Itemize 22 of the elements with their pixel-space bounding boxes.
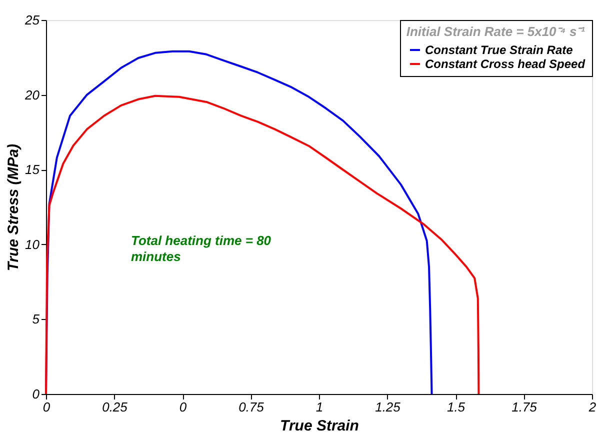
x-tick-label: 2 bbox=[588, 400, 597, 414]
annotation: Total heating time = 80 minutes bbox=[131, 233, 272, 264]
x-tick-label: 1.5 bbox=[446, 400, 466, 414]
x-tick-label: 1 bbox=[316, 400, 324, 414]
y-tick-label: 10 bbox=[25, 236, 40, 252]
y-tick-label: 25 bbox=[24, 12, 40, 28]
legend-title: Initial Strain Rate = 5x10⁻⁴ s⁻¹ bbox=[406, 24, 586, 39]
x-tick-label: 0 bbox=[42, 400, 51, 414]
y-tick-label: 0 bbox=[32, 386, 40, 402]
x-tick-label: 0 bbox=[179, 400, 188, 414]
x-tick-label: 1.75 bbox=[512, 400, 538, 414]
x-tick-label: 0.25 bbox=[102, 400, 128, 414]
y-tick-label: 15 bbox=[25, 162, 40, 178]
y-tick-label: 20 bbox=[24, 87, 40, 102]
x-axis-title: True Strain bbox=[280, 418, 359, 434]
legend-label: Constant Cross head Speed bbox=[425, 57, 586, 71]
y-tick-label: 5 bbox=[32, 312, 40, 327]
x-tick-label: 0.75 bbox=[238, 400, 265, 414]
line-series bbox=[45, 94, 480, 395]
y-axis-title: True Stress (MPa) bbox=[5, 144, 22, 272]
legend-label: Constant True Strain Rate bbox=[425, 43, 574, 57]
x-tick-label: 1.25 bbox=[375, 400, 402, 414]
